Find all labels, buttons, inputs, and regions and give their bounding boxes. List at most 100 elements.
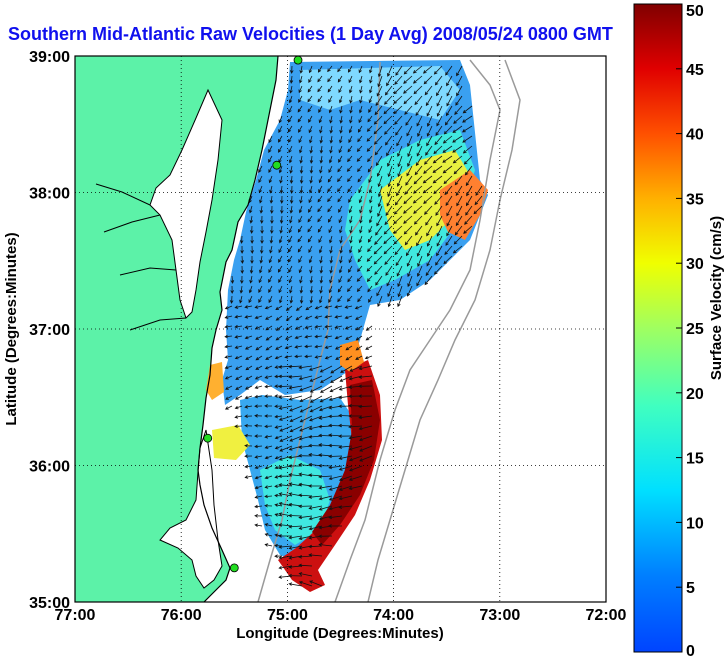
velocity-arrow <box>244 395 253 400</box>
velocity-arrow <box>328 295 333 303</box>
velocity-arrow <box>275 305 283 311</box>
velocity-arrow <box>396 175 403 187</box>
velocity-arrow <box>355 335 363 341</box>
velocity-arrow <box>339 115 343 124</box>
velocity-arrow <box>338 423 353 428</box>
station-marker <box>229 563 239 573</box>
velocity-arrow <box>268 135 273 144</box>
velocity-arrow <box>319 365 333 373</box>
velocity-arrow <box>358 394 373 398</box>
velocity-arrow <box>403 85 413 94</box>
river-line <box>129 317 187 331</box>
velocity-arrow <box>339 135 343 144</box>
velocity-arrow <box>442 165 453 174</box>
velocity-arrow <box>473 205 483 215</box>
velocity-arrow <box>413 205 423 214</box>
velocity-arrow <box>339 255 343 264</box>
isobath-line <box>257 61 381 602</box>
velocity-arrow <box>297 245 303 253</box>
isobath-line <box>367 59 521 602</box>
velocity-arrow <box>456 85 463 97</box>
colorbar-tick-label: 30 <box>686 256 704 273</box>
velocity-arrow <box>274 503 283 507</box>
velocity-arrow <box>328 95 333 103</box>
velocity-arrow <box>248 295 253 304</box>
velocity-arrow <box>338 475 353 482</box>
velocity-arrow <box>299 165 304 174</box>
velocity-arrow <box>274 404 283 409</box>
velocity-arrow <box>264 523 273 527</box>
velocity-arrow <box>309 145 314 154</box>
velocity-arrow <box>318 115 323 124</box>
velocity-arrow <box>318 245 323 254</box>
velocity-arrow <box>324 314 333 319</box>
velocity-arrow <box>319 145 324 154</box>
velocity-arrow <box>329 385 343 393</box>
velocity-arrow <box>234 314 243 319</box>
velocity-arrow <box>426 235 433 247</box>
velocity-arrow <box>240 265 244 274</box>
velocity-arrow <box>349 235 353 244</box>
velocity-arrow <box>329 125 334 134</box>
velocity-arrow <box>275 335 283 341</box>
velocity-arrow <box>425 145 433 156</box>
velocity-arrow <box>365 325 373 331</box>
velocity-arrow <box>288 375 303 379</box>
velocity-arrow <box>377 185 383 198</box>
velocity-arrow <box>358 435 373 442</box>
velocity-arrow <box>280 205 284 214</box>
velocity-arrow <box>357 175 363 183</box>
velocity-arrow <box>335 355 343 360</box>
velocity-arrow <box>386 195 393 207</box>
velocity-arrow <box>304 334 313 339</box>
velocity-arrow <box>366 265 373 272</box>
velocity-arrow <box>328 155 333 164</box>
velocity-arrow <box>442 135 453 144</box>
velocity-arrow <box>285 335 293 340</box>
velocity-arrow <box>359 445 373 452</box>
velocity-arrow <box>244 464 253 469</box>
radar-stations <box>203 55 303 573</box>
velocity-arrow <box>319 265 324 274</box>
velocity-arrow <box>288 395 303 401</box>
velocity-arrow <box>416 235 423 247</box>
velocity-arrow <box>433 145 443 155</box>
velocity-arrow <box>278 523 293 527</box>
velocity-arrow <box>225 395 233 400</box>
velocity-arrow <box>368 215 373 224</box>
velocity-arrow <box>297 235 303 243</box>
velocity-arrow <box>279 175 283 184</box>
velocity-arrow <box>289 165 293 174</box>
velocity-arrow <box>329 275 333 284</box>
velocity-arrow <box>442 155 453 163</box>
velocity-arrow <box>317 65 323 73</box>
velocity-arrow <box>298 453 313 458</box>
velocity-arrow <box>258 175 263 184</box>
velocity-arrow <box>288 513 303 518</box>
river-line <box>119 267 177 276</box>
velocity-arrow <box>422 65 433 74</box>
velocity-arrow <box>327 205 333 213</box>
velocity-arrow <box>270 215 274 224</box>
velocity-arrow <box>299 395 313 402</box>
station-marker <box>272 160 282 170</box>
velocity-arrow <box>463 155 473 165</box>
velocity-arrow <box>474 195 483 206</box>
velocity-arrow <box>377 205 383 217</box>
velocity-arrow <box>445 105 453 117</box>
colorbar-tick-label: 0 <box>686 643 695 659</box>
velocity-arrow <box>347 155 353 163</box>
velocity-field-darkred <box>312 380 380 545</box>
velocity-arrow <box>258 165 263 173</box>
velocity-arrow <box>446 95 453 107</box>
velocity-arrow <box>298 563 313 568</box>
velocity-arrow <box>288 105 293 114</box>
velocity-arrow <box>308 115 313 123</box>
velocity-arrow <box>268 255 273 264</box>
velocity-arrow <box>416 145 423 157</box>
velocity-arrow <box>265 355 273 360</box>
velocity-arrow <box>393 95 403 104</box>
velocity-arrow <box>338 485 353 491</box>
velocity-arrow <box>269 195 274 204</box>
velocity-arrow <box>288 464 302 468</box>
